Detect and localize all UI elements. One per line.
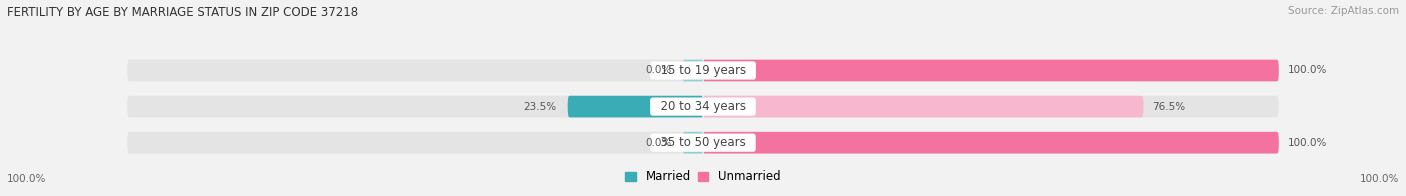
FancyBboxPatch shape bbox=[568, 96, 703, 117]
Text: Source: ZipAtlas.com: Source: ZipAtlas.com bbox=[1288, 6, 1399, 16]
Text: 100.0%: 100.0% bbox=[1288, 65, 1327, 75]
FancyBboxPatch shape bbox=[683, 60, 703, 81]
Text: 35 to 50 years: 35 to 50 years bbox=[652, 136, 754, 149]
Text: 100.0%: 100.0% bbox=[1288, 138, 1327, 148]
FancyBboxPatch shape bbox=[703, 96, 1143, 117]
Text: 15 to 19 years: 15 to 19 years bbox=[652, 64, 754, 77]
Text: 100.0%: 100.0% bbox=[1360, 174, 1399, 184]
Text: 76.5%: 76.5% bbox=[1152, 102, 1185, 112]
Text: 20 to 34 years: 20 to 34 years bbox=[652, 100, 754, 113]
Text: 0.0%: 0.0% bbox=[645, 65, 671, 75]
Text: FERTILITY BY AGE BY MARRIAGE STATUS IN ZIP CODE 37218: FERTILITY BY AGE BY MARRIAGE STATUS IN Z… bbox=[7, 6, 359, 19]
FancyBboxPatch shape bbox=[127, 60, 1279, 81]
FancyBboxPatch shape bbox=[703, 132, 1279, 153]
FancyBboxPatch shape bbox=[703, 60, 1279, 81]
Text: 0.0%: 0.0% bbox=[645, 138, 671, 148]
Text: 100.0%: 100.0% bbox=[7, 174, 46, 184]
Text: 23.5%: 23.5% bbox=[523, 102, 557, 112]
FancyBboxPatch shape bbox=[683, 132, 703, 153]
FancyBboxPatch shape bbox=[127, 96, 1279, 117]
FancyBboxPatch shape bbox=[127, 132, 1279, 153]
Legend: Married, Unmarried: Married, Unmarried bbox=[620, 166, 786, 188]
